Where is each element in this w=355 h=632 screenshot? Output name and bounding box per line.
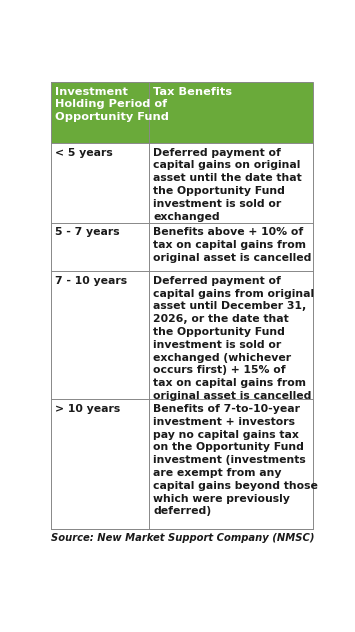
Bar: [51, 399, 149, 530]
Bar: [149, 222, 313, 271]
Text: Source: New Market Support Company (NMSC): Source: New Market Support Company (NMSC…: [51, 533, 315, 544]
Text: Tax Benefits: Tax Benefits: [153, 87, 233, 97]
Text: Deferred payment of
capital gains on original
asset until the date that
the Oppo: Deferred payment of capital gains on ori…: [153, 147, 302, 221]
Bar: [149, 82, 313, 143]
Text: Investment
Holding Period of
Opportunity Fund: Investment Holding Period of Opportunity…: [55, 87, 169, 122]
Text: Deferred payment of
capital gains from original
asset until December 31,
2026, o: Deferred payment of capital gains from o…: [153, 276, 315, 401]
Text: > 10 years: > 10 years: [55, 404, 121, 414]
Text: Benefits of 7-to-10-year
investment + investors
pay no capital gains tax
on the : Benefits of 7-to-10-year investment + in…: [153, 404, 318, 516]
Bar: [51, 143, 149, 222]
Bar: [51, 82, 149, 143]
Text: 7 - 10 years: 7 - 10 years: [55, 276, 127, 286]
Text: < 5 years: < 5 years: [55, 147, 113, 157]
Bar: [149, 271, 313, 399]
Bar: [149, 399, 313, 530]
Bar: [51, 222, 149, 271]
Text: Benefits above + 10% of
tax on capital gains from
original asset is cancelled: Benefits above + 10% of tax on capital g…: [153, 228, 312, 263]
Bar: [149, 143, 313, 222]
Text: 5 - 7 years: 5 - 7 years: [55, 228, 120, 238]
Bar: [51, 271, 149, 399]
